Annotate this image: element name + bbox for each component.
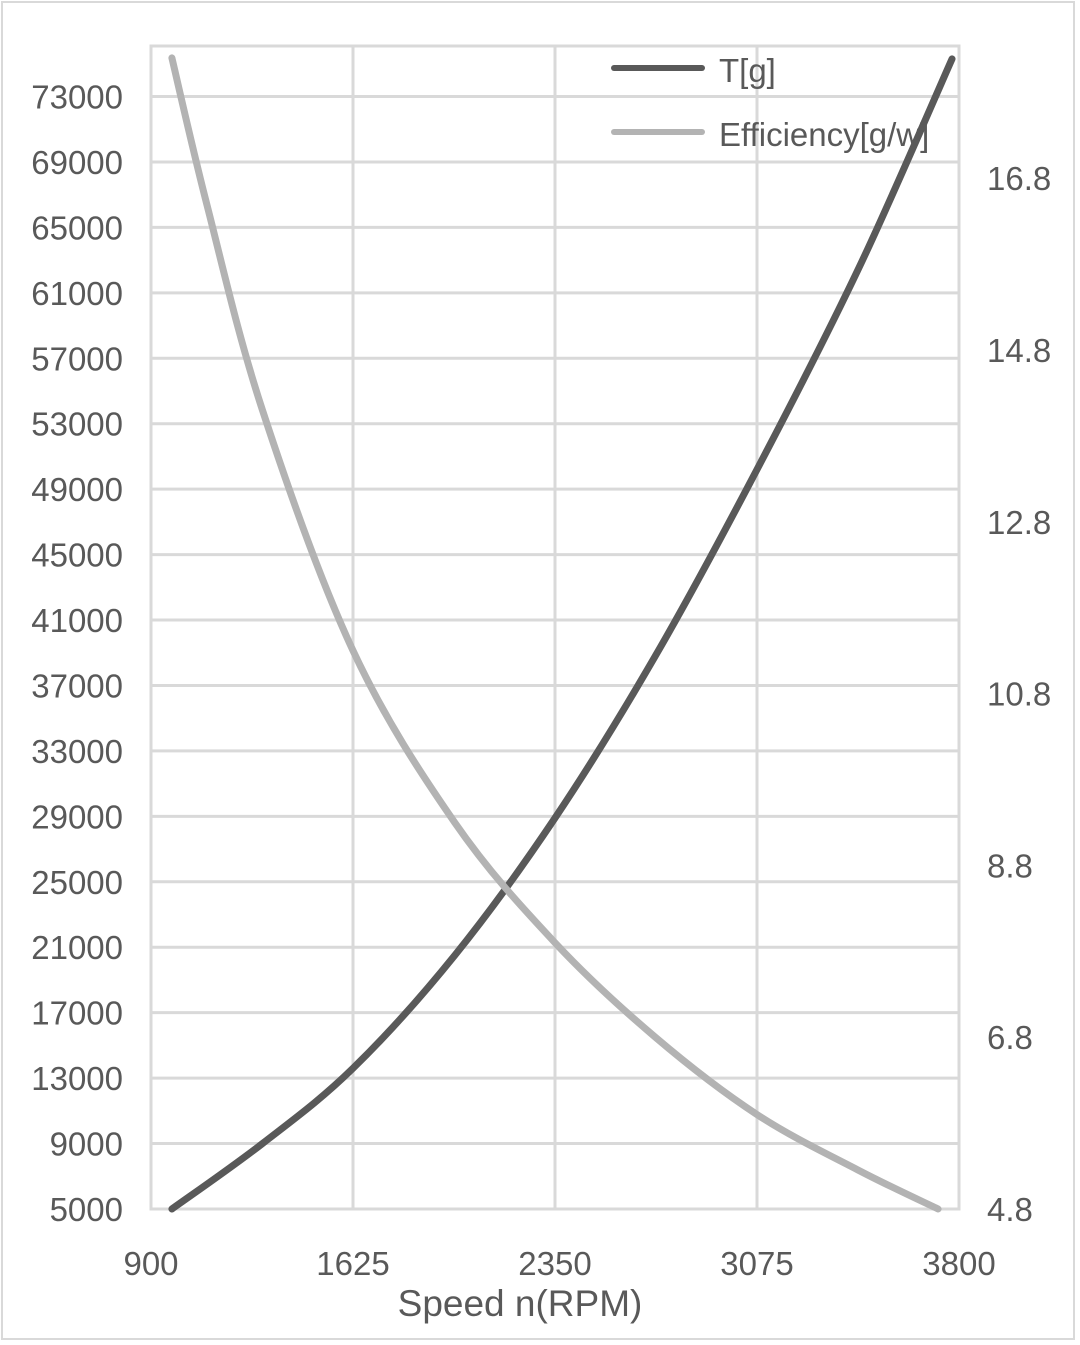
- legend-label-efficiency: Efficiency[g/w]: [719, 116, 929, 153]
- gridlines: [149, 46, 961, 1211]
- legend-item-efficiency: Efficiency[g/w]: [611, 116, 929, 153]
- y-tick-label: 73000: [31, 79, 123, 116]
- y2-tick-label: 4.8: [987, 1191, 1033, 1228]
- right-y-axis-ticks: 4.8 6.8 8.8 10.8 12.8 14.8 16.8: [987, 160, 1051, 1228]
- legend-item-t: T[g]: [611, 52, 776, 89]
- plot-area-border: [149, 44, 961, 1211]
- y-tick-label: 41000: [31, 602, 123, 639]
- y-tick-label: 69000: [31, 144, 123, 181]
- y2-tick-label: 8.8: [987, 847, 1033, 884]
- x-tick-label: 1625: [316, 1245, 389, 1282]
- y2-tick-label: 12.8: [987, 504, 1051, 541]
- y-tick-label: 5000: [50, 1191, 123, 1228]
- y2-tick-label: 14.8: [987, 332, 1051, 369]
- y-tick-label: 57000: [31, 340, 123, 377]
- y-tick-label: 37000: [31, 667, 123, 704]
- efficiency-line: [168, 54, 942, 1213]
- y-tick-label: 53000: [31, 406, 123, 443]
- y2-tick-label: 10.8: [987, 676, 1051, 713]
- x-tick-label: 2350: [518, 1245, 591, 1282]
- y-tick-label: 9000: [50, 1126, 123, 1163]
- y-tick-label: 29000: [31, 798, 123, 835]
- series-lines: [168, 54, 956, 1213]
- x-tick-label: 3075: [720, 1245, 793, 1282]
- x-axis-title: Speed n(RPM): [398, 1283, 643, 1324]
- y-tick-label: 65000: [31, 209, 123, 246]
- thrust-line: [168, 55, 956, 1213]
- y2-tick-label: 6.8: [987, 1019, 1033, 1056]
- y-tick-label: 45000: [31, 537, 123, 574]
- legend-label-t: T[g]: [719, 52, 776, 89]
- y-tick-label: 33000: [31, 733, 123, 770]
- y2-tick-label: 16.8: [987, 160, 1051, 197]
- y-tick-label: 49000: [31, 471, 123, 508]
- y-tick-label: 17000: [31, 995, 123, 1032]
- y-tick-label: 25000: [31, 864, 123, 901]
- y-tick-label: 13000: [31, 1060, 123, 1097]
- x-tick-label: 3800: [922, 1245, 995, 1282]
- y-tick-label: 21000: [31, 929, 123, 966]
- left-y-axis-ticks: 5000 9000 13000 17000 21000 25000 29000 33000 37…: [31, 79, 123, 1228]
- legend: T[g] Efficiency[g/w]: [611, 52, 929, 153]
- y-tick-label: 61000: [31, 275, 123, 312]
- x-axis-ticks: 900 1625 2350 3075 3800: [123, 1245, 995, 1282]
- x-tick-label: 900: [123, 1245, 178, 1282]
